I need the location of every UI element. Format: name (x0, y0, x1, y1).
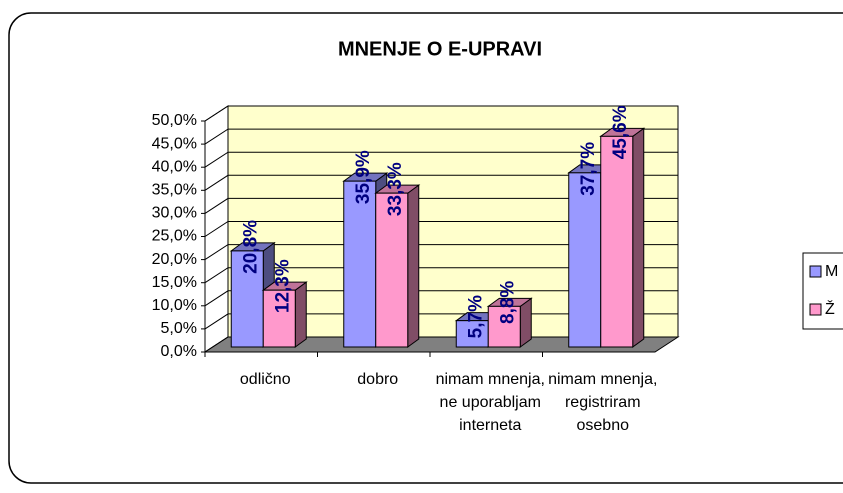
grid-line (204, 197, 678, 214)
bar-side (407, 184, 420, 348)
bar (487, 305, 521, 348)
grid-line (204, 244, 678, 261)
y-tick-label: 40,0% (152, 158, 197, 175)
x-tick-label: nimam mnenja, ne uporabljam interneta (435, 371, 545, 434)
data-label: 45,6% (610, 105, 631, 159)
legend-swatch (809, 265, 822, 278)
bar (262, 289, 296, 348)
grid-line (204, 151, 678, 168)
data-label: 5,7% (465, 295, 486, 338)
bar-side (294, 281, 307, 348)
y-tick-label: 35,0% (152, 182, 197, 199)
y-tick-label: 15,0% (152, 274, 197, 291)
data-label: 20,8% (240, 220, 261, 274)
y-tick-label: 0,0% (161, 343, 197, 360)
grid-line (204, 128, 678, 145)
chart-title: MNENJE O E-UPRAVI (338, 38, 542, 60)
y-tick-label: 30,0% (152, 205, 197, 222)
y-tick-label: 45,0% (152, 135, 197, 152)
y-tick-label: 5,0% (161, 320, 197, 337)
bar (600, 135, 634, 348)
data-label: 33,3% (385, 162, 406, 216)
y-tick-label: 20,0% (152, 251, 197, 268)
bar (568, 172, 602, 348)
bar (230, 250, 264, 348)
grid-line (204, 290, 678, 307)
legend-label: Ž (825, 299, 835, 318)
data-label: 8,8% (497, 281, 518, 324)
x-tick-label: odlično (239, 371, 291, 388)
data-label: 35,9% (353, 150, 374, 204)
data-label: 12,3% (272, 259, 293, 313)
grid-line (204, 174, 678, 191)
bar (375, 192, 409, 348)
x-tick-label: dobro (357, 371, 399, 388)
y-tick-label: 25,0% (152, 228, 197, 245)
y-tick-label: 10,0% (152, 297, 197, 314)
bar (343, 180, 377, 348)
grid-line (204, 105, 678, 122)
grid-line (204, 267, 678, 284)
y-tick-label: 50,0% (152, 112, 197, 129)
legend-swatch (809, 303, 822, 316)
data-label: 37,7% (578, 142, 599, 196)
x-tick-label: nimam mnenja, registriram osebno (548, 371, 658, 434)
bar-side (632, 127, 645, 348)
grid-line (204, 221, 678, 237)
legend-label: M (825, 263, 838, 280)
